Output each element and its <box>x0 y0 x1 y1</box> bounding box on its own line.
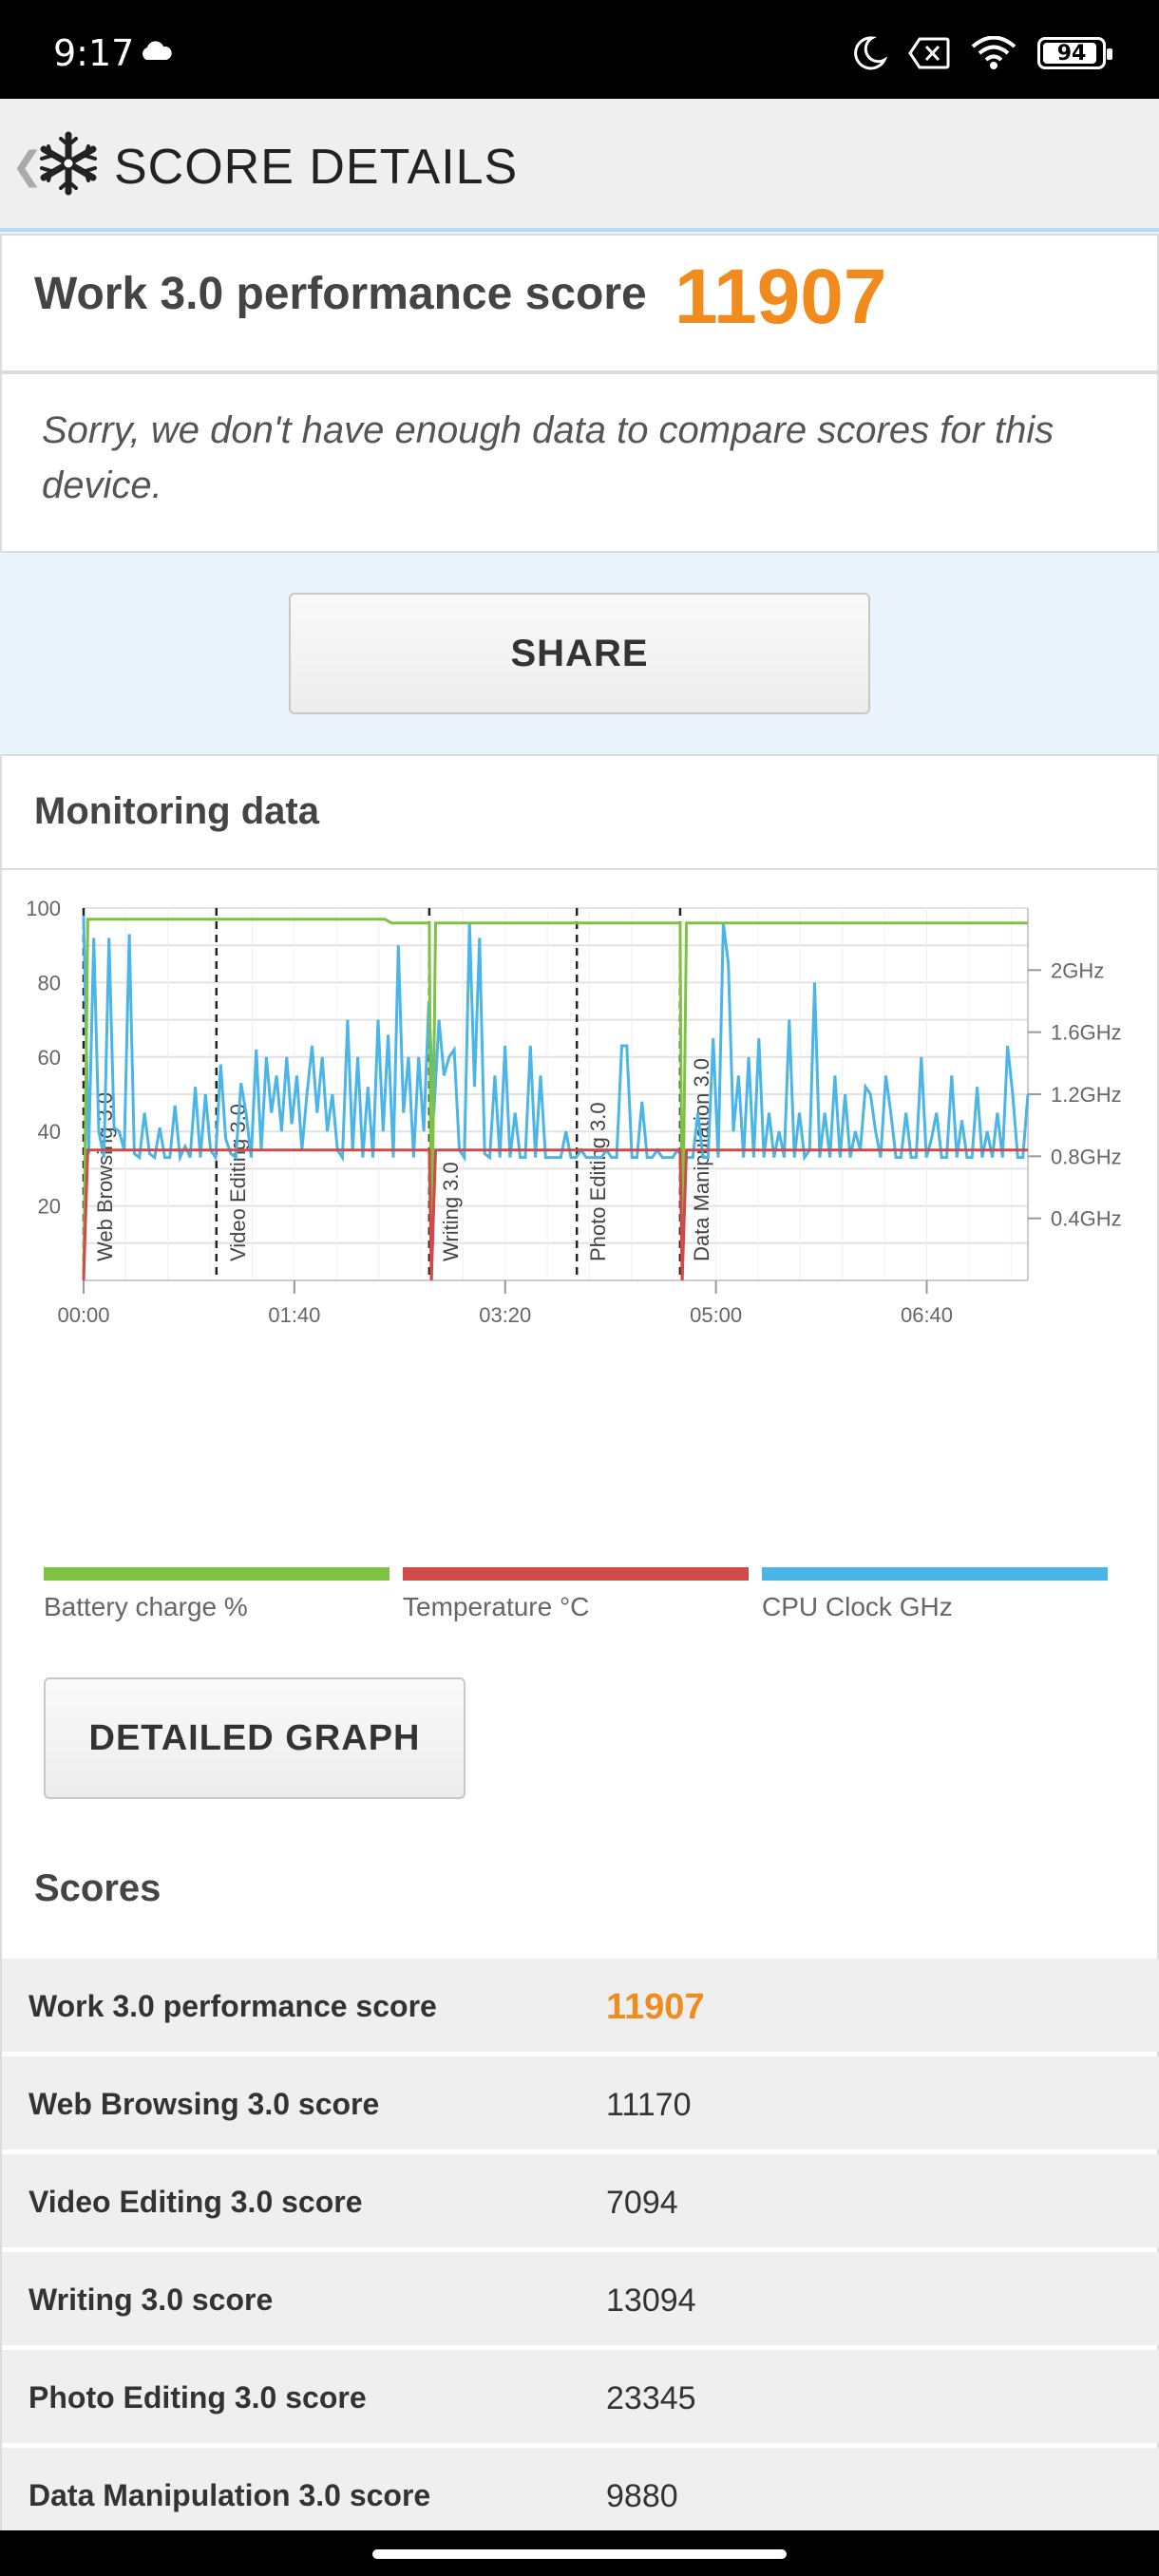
share-button[interactable]: SHARE <box>289 593 870 714</box>
section-label: Writing 3.0 <box>439 1162 463 1261</box>
section-label: Data Manipulation 3.0 <box>690 1058 713 1261</box>
legend-battery-swatch <box>44 1567 390 1581</box>
x-tick-label: 03:20 <box>479 1303 531 1327</box>
detailed-graph-button[interactable]: DETAILED GRAPH <box>44 1677 466 1799</box>
score-row-label: Work 3.0 performance score <box>28 1989 437 2023</box>
y-left-tick-label: 100 <box>26 899 61 920</box>
score-row: Video Editing 3.0 score 7094 <box>2 2154 1159 2247</box>
score-row: Work 3.0 performance score 11907 <box>2 1959 1159 2052</box>
home-gesture-handle[interactable] <box>372 2549 787 2559</box>
score-row-label: Data Manipulation 3.0 score <box>28 2478 431 2512</box>
battery-icon: 94 <box>1037 37 1112 69</box>
score-row-label: Photo Editing 3.0 score <box>28 2380 367 2415</box>
legend-temperature: Temperature °C <box>403 1567 749 1622</box>
y-right-tick-label: 2GHz <box>1051 958 1104 982</box>
x-tick-label: 06:40 <box>901 1303 953 1327</box>
battery-fill <box>1043 43 1097 64</box>
legend-battery: Battery charge % <box>44 1567 390 1622</box>
status-bar: 9:17 94 <box>0 0 1159 99</box>
y-right-tick-label: 1.2GHz <box>1051 1083 1122 1107</box>
battery-level: 94 <box>1056 41 1087 66</box>
score-row: Data Manipulation 3.0 score 9880 <box>2 2448 1159 2541</box>
score-row-value: 13094 <box>606 2282 696 2319</box>
score-label: Work 3.0 performance score <box>34 269 647 319</box>
score-row-label: Video Editing 3.0 score <box>28 2185 363 2219</box>
score-row-label: Writing 3.0 score <box>28 2282 274 2317</box>
y-right-tick-label: 0.8GHz <box>1051 1145 1122 1168</box>
monitoring-title: Monitoring data <box>34 790 319 832</box>
section-label: Photo Editing 3.0 <box>586 1102 610 1261</box>
wifi-icon <box>971 36 1016 69</box>
score-card: Work 3.0 performance score 11907 <box>0 234 1159 372</box>
score-value: 11907 <box>674 254 887 340</box>
y-right-tick-label: 1.6GHz <box>1051 1021 1122 1045</box>
y-left-tick-label: 40 <box>38 1120 61 1144</box>
compare-message-card: Sorry, we don't have enough data to comp… <box>0 372 1159 553</box>
legend-battery-label: Battery charge % <box>44 1592 248 1621</box>
y-right-tick-label: 0.4GHz <box>1051 1207 1122 1231</box>
legend-temperature-swatch <box>403 1567 749 1581</box>
legend-cpu-label: CPU Clock GHz <box>762 1592 953 1621</box>
back-chevron-icon[interactable]: ❮ <box>11 145 44 187</box>
x-tick-label: 00:00 <box>57 1303 109 1327</box>
moon-icon <box>854 36 887 70</box>
x-tick-label: 05:00 <box>690 1303 742 1327</box>
score-row-value: 23345 <box>606 2380 696 2416</box>
score-row: Photo Editing 3.0 score 23345 <box>2 2350 1159 2443</box>
scores-title: Scores <box>34 1867 162 1909</box>
score-row: Writing 3.0 score 13094 <box>2 2252 1159 2345</box>
y-left-tick-label: 80 <box>38 971 61 994</box>
y-left-tick-label: 60 <box>38 1046 61 1070</box>
legend-cpu-swatch <box>762 1567 1108 1581</box>
monitoring-chart: 100 80 60 40 20 2GHz 1.6GHz 1.2GHz 0.8GHz 0.4GHz 0… <box>26 899 1122 1327</box>
score-row-label: Web Browsing 3.0 score <box>28 2087 380 2121</box>
app-header: ❮ SCORE DETAILS <box>0 99 1159 232</box>
y-left-tick-label: 20 <box>38 1195 61 1219</box>
monitoring-card: Monitoring data 100 80 60 40 20 2GHz 1.6GHz 1.2… <box>0 754 1159 2576</box>
cpu-clock-line <box>82 915 1030 1164</box>
page-title: SCORE DETAILS <box>114 140 519 195</box>
cloud-icon <box>142 41 172 60</box>
status-icons: 94 <box>853 34 1112 72</box>
data-off-icon <box>908 37 950 69</box>
compare-message: Sorry, we don't have enough data to comp… <box>42 409 1054 506</box>
status-time: 9:17 <box>53 32 135 74</box>
snowflake-logo-icon <box>40 131 97 196</box>
navigation-bar <box>0 2530 1159 2576</box>
scores-table: Work 3.0 performance score 11907 Web Brows… <box>2 1959 1159 2546</box>
score-row-value: 9880 <box>606 2478 678 2514</box>
score-row: Web Browsing 3.0 score 11170 <box>2 2056 1159 2150</box>
score-row-value: 11907 <box>606 1987 705 2027</box>
legend-temperature-label: Temperature °C <box>403 1592 590 1621</box>
score-row-value: 7094 <box>606 2185 678 2221</box>
legend-cpu: CPU Clock GHz <box>762 1567 1108 1622</box>
x-tick-label: 01:40 <box>268 1303 320 1327</box>
divider <box>2 868 1159 870</box>
score-row-value: 11170 <box>606 2087 692 2123</box>
temperature-line <box>82 1148 1028 1281</box>
